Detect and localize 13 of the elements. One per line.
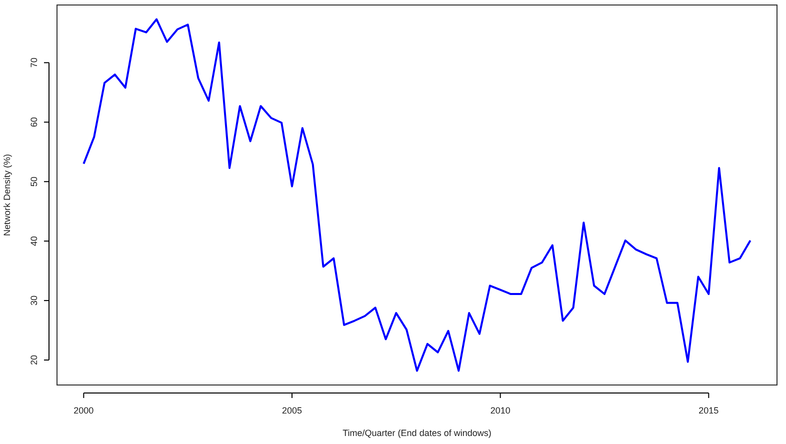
x-tick-label: 2000	[74, 406, 94, 416]
x-tick-label: 2010	[490, 406, 510, 416]
y-tick-label: 50	[29, 176, 39, 187]
y-tick-label: 60	[29, 117, 39, 128]
x-tick-label: 2005	[282, 406, 302, 416]
y-axis-title: Network Density (%)	[2, 154, 12, 236]
x-axis-title: Time/Quarter (End dates of windows)	[342, 428, 492, 438]
x-tick-label: 2015	[698, 406, 719, 416]
y-tick-label: 20	[29, 355, 39, 366]
line-series	[82, 18, 752, 372]
y-tick-label: 40	[29, 236, 39, 246]
y-tick-label: 70	[29, 58, 39, 68]
y-tick-label: 30	[29, 296, 39, 306]
